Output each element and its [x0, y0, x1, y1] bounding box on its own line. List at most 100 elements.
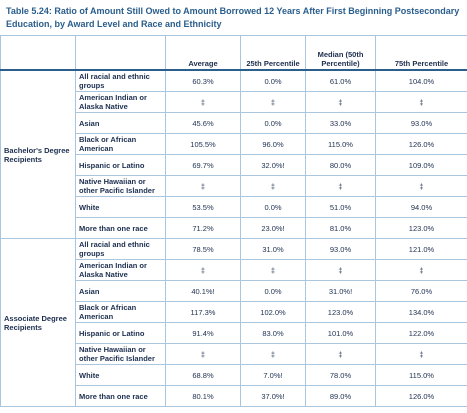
value-cell: 126.0%: [375, 385, 467, 407]
row-label: More than one race: [75, 217, 166, 239]
value-cell: 91.4%: [165, 322, 241, 344]
value-cell: 61.0%: [305, 69, 376, 92]
value-cell: ‡: [240, 175, 306, 197]
header-cell: [0, 35, 76, 71]
value-cell: 7.0%!: [240, 364, 306, 386]
value-cell: 121.0%: [375, 238, 467, 260]
value-cell: 93.0%: [305, 238, 376, 260]
value-cell: ‡: [375, 259, 467, 281]
value-cell: 0.0%: [240, 280, 306, 302]
value-cell: 78.5%: [165, 238, 241, 260]
value-cell: 31.0%!: [305, 280, 376, 302]
table-row: American Indian or Alaska Native ‡ ‡ ‡ ‡: [1, 259, 467, 281]
table-row: Native Hawaiian or other Pacific Islande…: [1, 175, 467, 197]
value-cell: 94.0%: [375, 196, 467, 218]
value-cell: 93.0%: [375, 112, 467, 134]
value-cell: 33.0%: [305, 112, 376, 134]
row-label: Black or African American: [75, 133, 166, 155]
row-label: More than one race: [75, 385, 166, 407]
value-cell: ‡: [240, 259, 306, 281]
table-title: Table 5.24: Ratio of Amount Still Owed t…: [6, 6, 460, 29]
table-row: Native Hawaiian or other Pacific Islande…: [1, 343, 467, 365]
value-cell: ‡: [305, 175, 376, 197]
value-cell: 80.1%: [165, 385, 241, 407]
table-row: Black or African American 117.3% 102.0% 123…: [1, 301, 467, 323]
value-cell: ‡: [305, 91, 376, 113]
header-cell: Median (50th Percentile): [305, 35, 376, 71]
value-cell: 115.0%: [305, 133, 376, 155]
value-cell: 122.0%: [375, 322, 467, 344]
value-cell: 0.0%: [240, 69, 306, 92]
value-cell: 134.0%: [375, 301, 467, 323]
value-cell: ‡: [375, 343, 467, 365]
row-label: Hispanic or Latino: [75, 154, 166, 176]
value-cell: ‡: [165, 259, 241, 281]
value-cell: 69.7%: [165, 154, 241, 176]
row-label: Hispanic or Latino: [75, 322, 166, 344]
value-cell: 126.0%: [375, 133, 467, 155]
table-row: More than one race 80.1% 37.0%! 89.0% 126.0%: [1, 385, 467, 407]
value-cell: ‡: [240, 91, 306, 113]
table-row: Associate Degree Recipients All racial an…: [0, 238, 467, 407]
table-row: Bachelor's Degree Recipients All racial a…: [0, 69, 467, 239]
value-cell: 101.0%: [305, 322, 376, 344]
header-cell: Average: [165, 35, 241, 71]
value-cell: 89.0%: [305, 385, 376, 407]
value-cell: 123.0%: [305, 301, 376, 323]
row-label: Black or African American: [75, 301, 166, 323]
row-label: Native Hawaiian or other Pacific Islande…: [75, 343, 166, 365]
value-cell: 117.3%: [165, 301, 241, 323]
row-label: American Indian or Alaska Native: [75, 259, 166, 281]
row-label: Asian: [75, 280, 166, 302]
row-label: White: [75, 196, 166, 218]
value-cell: 23.0%!: [240, 217, 306, 239]
header-cell: 25th Percentile: [240, 35, 306, 71]
value-cell: 102.0%: [240, 301, 306, 323]
value-cell: ‡: [240, 343, 306, 365]
value-cell: 0.0%: [240, 196, 306, 218]
value-cell: 31.0%: [240, 238, 306, 260]
value-cell: 60.3%: [165, 69, 241, 92]
value-cell: 81.0%: [305, 217, 376, 239]
table-row: More than one race 71.2% 23.0%! 81.0% 123.0%: [1, 217, 467, 239]
row-label: All racial and ethnic groups: [75, 238, 166, 260]
table-row: White 53.5% 0.0% 51.0% 94.0%: [1, 196, 467, 218]
table-row: Hispanic or Latino 69.7% 32.0%! 80.0% 109.0%: [1, 154, 467, 176]
value-cell: 96.0%: [240, 133, 306, 155]
value-cell: 115.0%: [375, 364, 467, 386]
value-cell: 37.0%!: [240, 385, 306, 407]
value-cell: 51.0%: [305, 196, 376, 218]
table-row: White 68.8% 7.0%! 78.0% 115.0%: [1, 364, 467, 386]
value-cell: 123.0%: [375, 217, 467, 239]
header-cell: 75th Percentile: [375, 35, 467, 71]
value-cell: 32.0%!: [240, 154, 306, 176]
value-cell: ‡: [375, 91, 467, 113]
group-label: Associate Degree Recipients: [0, 238, 76, 407]
value-cell: 78.0%: [305, 364, 376, 386]
data-table: Average 25th Percentile Median (50th Perce…: [0, 35, 467, 407]
row-label: All racial and ethnic groups: [75, 69, 166, 92]
value-cell: ‡: [375, 175, 467, 197]
value-cell: ‡: [165, 175, 241, 197]
table-body: Bachelor's Degree Recipients All racial a…: [0, 69, 467, 407]
row-label: American Indian or Alaska Native: [75, 91, 166, 113]
value-cell: ‡: [165, 343, 241, 365]
row-label: Asian: [75, 112, 166, 134]
value-cell: ‡: [305, 343, 376, 365]
group-label: Bachelor's Degree Recipients: [0, 69, 76, 239]
value-cell: 109.0%: [375, 154, 467, 176]
value-cell: ‡: [305, 259, 376, 281]
value-cell: 71.2%: [165, 217, 241, 239]
row-label: White: [75, 364, 166, 386]
header-row: Average 25th Percentile Median (50th Perce…: [0, 35, 467, 71]
value-cell: 53.5%: [165, 196, 241, 218]
row-label: Native Hawaiian or other Pacific Islande…: [75, 175, 166, 197]
value-cell: 83.0%: [240, 322, 306, 344]
value-cell: 76.0%: [375, 280, 467, 302]
value-cell: 80.0%: [305, 154, 376, 176]
value-cell: 105.5%: [165, 133, 241, 155]
value-cell: 45.6%: [165, 112, 241, 134]
header-cell: [75, 35, 166, 71]
value-cell: 104.0%: [375, 69, 467, 92]
